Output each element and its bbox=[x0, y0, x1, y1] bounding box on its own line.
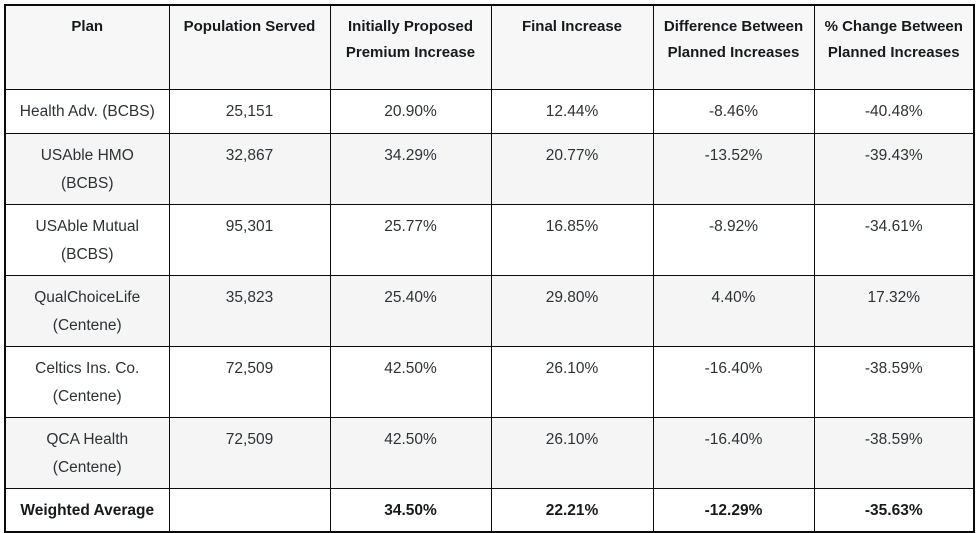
premium-increase-table: Plan Population Served Initially Propose… bbox=[4, 4, 975, 533]
column-header-pct-change: % Change Between Planned Increases bbox=[813, 4, 975, 90]
column-header-population-served: Population Served bbox=[168, 4, 331, 90]
final-increase-cell: 29.80% bbox=[490, 274, 654, 347]
population-cell: 32,867 bbox=[168, 132, 331, 205]
pct-change-cell: -39.43% bbox=[813, 132, 975, 205]
pct-change-cell: 17.32% bbox=[813, 274, 975, 347]
proposed-increase-cell: 34.50% bbox=[329, 487, 492, 532]
pct-change-cell: -38.59% bbox=[813, 345, 975, 418]
header-row: Plan Population Served Initially Propose… bbox=[4, 4, 975, 90]
population-cell bbox=[168, 487, 331, 532]
pct-change-cell: -40.48% bbox=[813, 88, 975, 134]
plan-cell: Weighted Average bbox=[4, 487, 170, 532]
table-row-celtics-ins: Celtics Ins. Co. (Centene) 72,509 42.50%… bbox=[4, 345, 975, 418]
table-row-health-adv: Health Adv. (BCBS) 25,151 20.90% 12.44% … bbox=[4, 88, 975, 134]
column-header-final-increase: Final Increase bbox=[490, 4, 654, 90]
difference-cell: -8.92% bbox=[652, 203, 815, 276]
population-cell: 72,509 bbox=[168, 416, 331, 489]
plan-cell: Celtics Ins. Co. (Centene) bbox=[4, 345, 170, 418]
page: Plan Population Served Initially Propose… bbox=[4, 4, 975, 533]
population-cell: 72,509 bbox=[168, 345, 331, 418]
difference-cell: -16.40% bbox=[652, 345, 815, 418]
difference-cell: -16.40% bbox=[652, 416, 815, 489]
proposed-increase-cell: 42.50% bbox=[329, 345, 492, 418]
final-increase-cell: 12.44% bbox=[490, 88, 654, 134]
final-increase-cell: 20.77% bbox=[490, 132, 654, 205]
table-row-qualchoicelife: QualChoiceLife (Centene) 35,823 25.40% 2… bbox=[4, 274, 975, 347]
proposed-increase-cell: 42.50% bbox=[329, 416, 492, 489]
population-cell: 95,301 bbox=[168, 203, 331, 276]
final-increase-cell: 26.10% bbox=[490, 416, 654, 489]
table-row-usable-hmo: USAble HMO (BCBS) 32,867 34.29% 20.77% -… bbox=[4, 132, 975, 205]
final-increase-cell: 26.10% bbox=[490, 345, 654, 418]
column-header-difference: Difference Between Planned Increases bbox=[652, 4, 815, 90]
proposed-increase-cell: 20.90% bbox=[329, 88, 492, 134]
table-row-weighted-average: Weighted Average 34.50% 22.21% -12.29% -… bbox=[4, 487, 975, 532]
plan-cell: Health Adv. (BCBS) bbox=[4, 88, 170, 134]
difference-cell: -12.29% bbox=[652, 487, 815, 532]
table-row-usable-mutual: USAble Mutual (BCBS) 95,301 25.77% 16.85… bbox=[4, 203, 975, 276]
population-cell: 35,823 bbox=[168, 274, 331, 347]
final-increase-cell: 22.21% bbox=[490, 487, 654, 532]
pct-change-cell: -34.61% bbox=[813, 203, 975, 276]
plan-cell: QualChoiceLife (Centene) bbox=[4, 274, 170, 347]
proposed-increase-cell: 25.77% bbox=[329, 203, 492, 276]
plan-cell: USAble Mutual (BCBS) bbox=[4, 203, 170, 276]
final-increase-cell: 16.85% bbox=[490, 203, 654, 276]
column-header-plan: Plan bbox=[4, 4, 170, 90]
difference-cell: -13.52% bbox=[652, 132, 815, 205]
pct-change-cell: -38.59% bbox=[813, 416, 975, 489]
plan-cell: QCA Health (Centene) bbox=[4, 416, 170, 489]
plan-cell: USAble HMO (BCBS) bbox=[4, 132, 170, 205]
population-cell: 25,151 bbox=[168, 88, 331, 134]
column-header-initially-proposed: Initially Proposed Premium Increase bbox=[329, 4, 492, 90]
difference-cell: 4.40% bbox=[652, 274, 815, 347]
pct-change-cell: -35.63% bbox=[813, 487, 975, 532]
proposed-increase-cell: 25.40% bbox=[329, 274, 492, 347]
table-row-qca-health: QCA Health (Centene) 72,509 42.50% 26.10… bbox=[4, 416, 975, 489]
difference-cell: -8.46% bbox=[652, 88, 815, 134]
proposed-increase-cell: 34.29% bbox=[329, 132, 492, 205]
